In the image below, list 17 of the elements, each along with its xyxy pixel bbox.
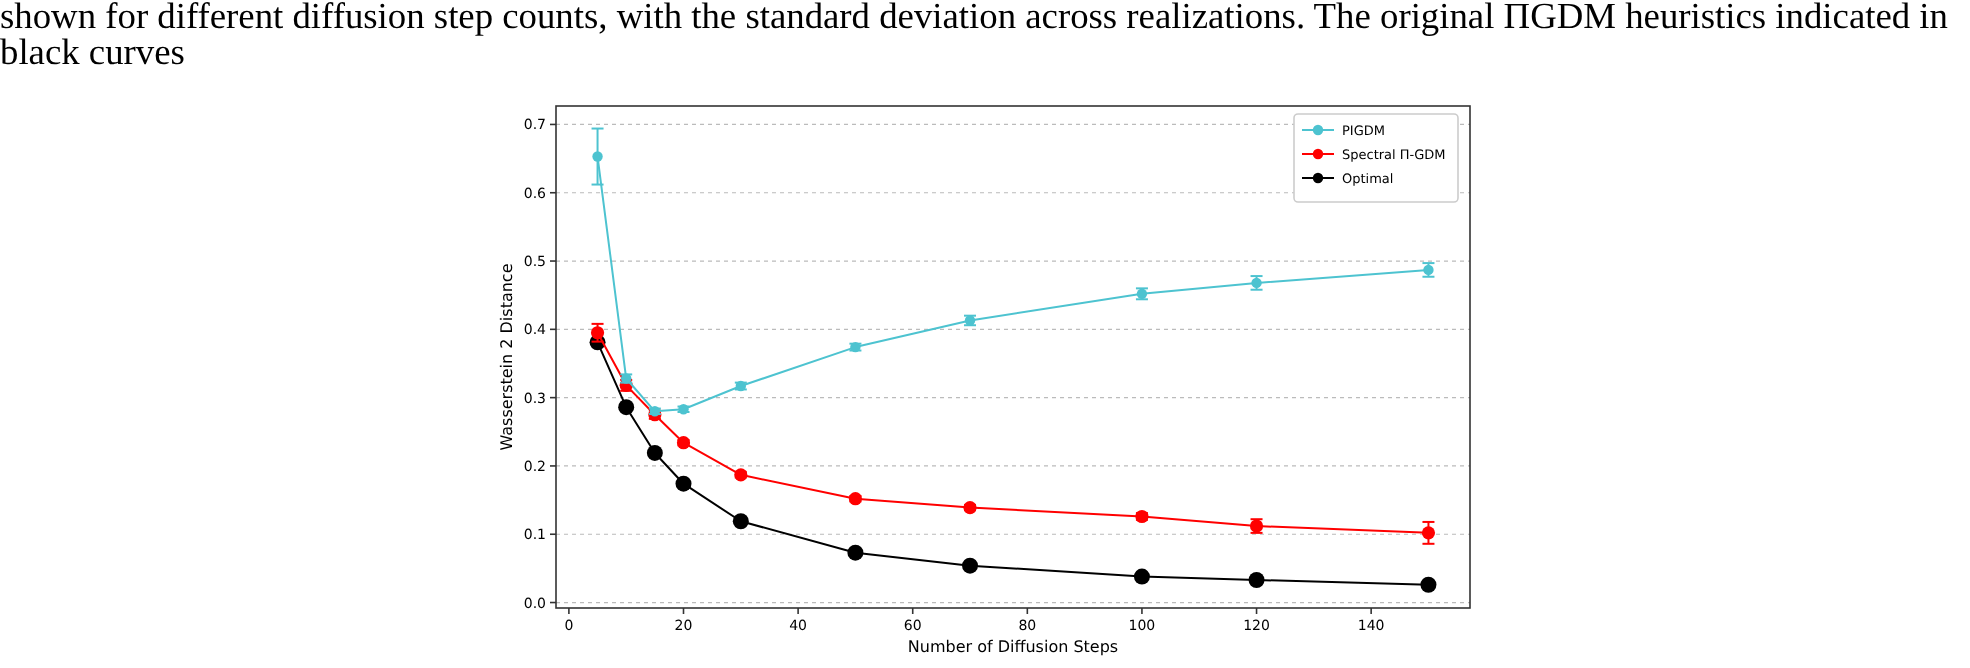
text: black curves bbox=[0, 32, 185, 72]
point bbox=[590, 326, 605, 340]
point bbox=[618, 399, 635, 416]
point bbox=[1248, 572, 1265, 588]
point bbox=[1133, 568, 1150, 585]
y-axis-title: Wasserstein 2 Distance bbox=[498, 263, 516, 451]
point bbox=[592, 151, 603, 162]
x-axis-title: Number of Diffusion Steps bbox=[907, 638, 1119, 656]
point bbox=[962, 557, 979, 574]
point bbox=[1421, 526, 1436, 540]
point bbox=[1135, 509, 1149, 524]
point bbox=[675, 475, 692, 492]
point bbox=[1420, 576, 1437, 593]
point bbox=[732, 513, 749, 530]
text: shown for different diffusion step counts, with the standard deviation across realizations. The original ΠGDM heuristics indicated in bbox=[0, 0, 1948, 36]
point bbox=[646, 444, 663, 461]
point bbox=[847, 544, 864, 561]
